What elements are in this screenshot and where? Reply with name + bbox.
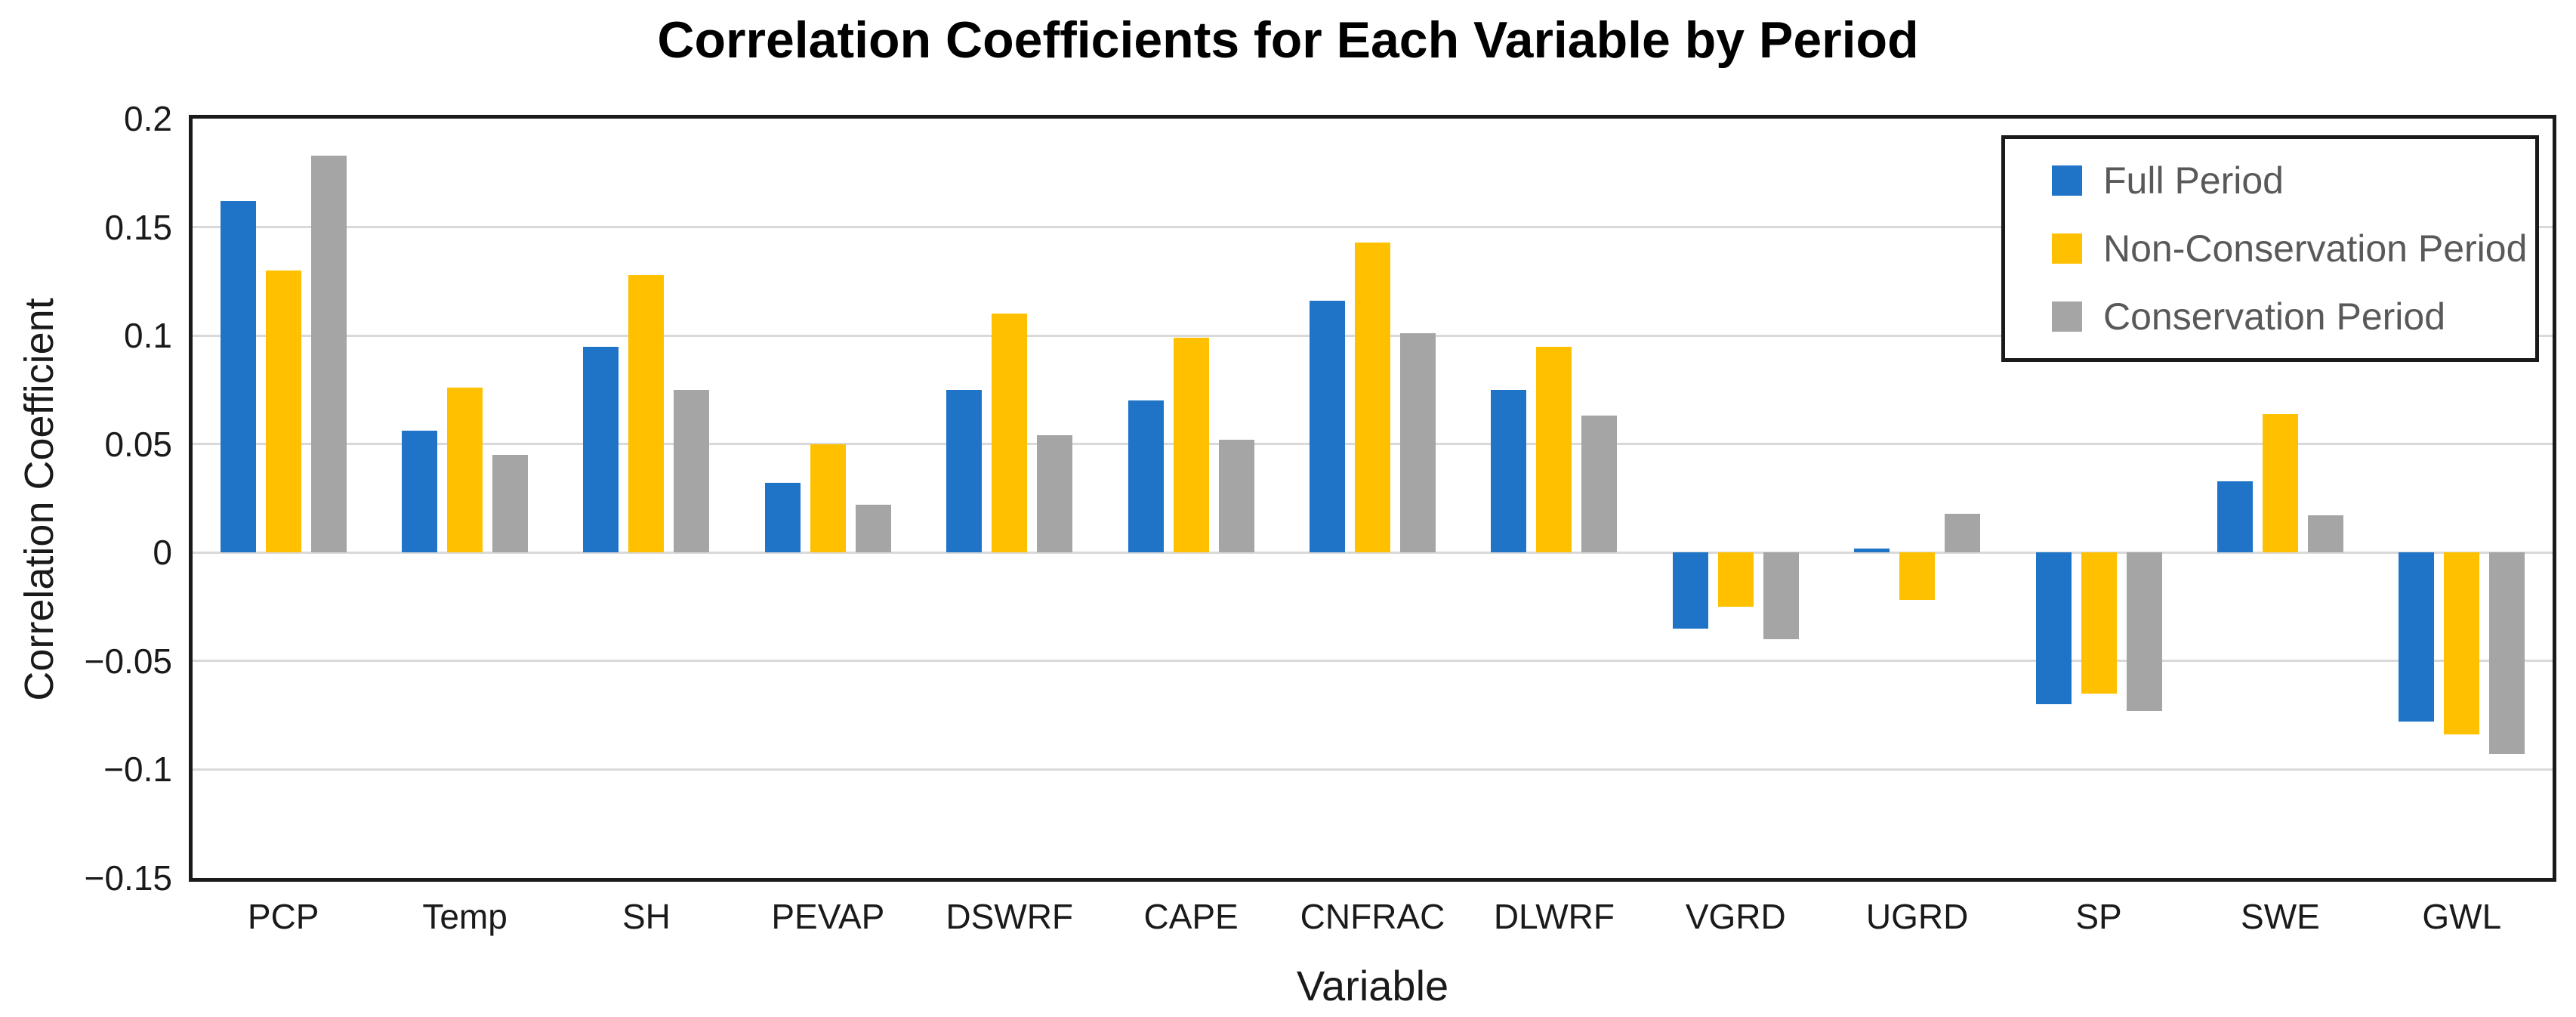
bar — [492, 455, 529, 553]
x-tick-label: UGRD — [1865, 897, 1969, 936]
y-tick-label: 0.1 — [124, 316, 172, 356]
x-tick-label: VGRD — [1685, 897, 1786, 936]
bar-group-gwl — [2371, 119, 2553, 878]
legend-label: Full Period — [2103, 159, 2284, 202]
bar-group-pevap — [737, 119, 918, 878]
bar — [674, 389, 710, 553]
bar — [1173, 338, 1209, 553]
legend-swatch-icon — [2052, 165, 2082, 196]
x-tick-label: DSWRF — [946, 897, 1074, 936]
legend-swatch-icon — [2052, 301, 2082, 332]
bar — [992, 314, 1028, 553]
bar — [855, 505, 891, 553]
bar — [764, 483, 801, 553]
y-tick-label: −0.1 — [103, 750, 172, 790]
bar — [220, 201, 256, 553]
bar — [1399, 333, 1436, 553]
bar — [1309, 301, 1345, 553]
y-tick-label: 0.2 — [124, 99, 172, 138]
bar — [265, 270, 301, 553]
x-axis-tick-labels: PCP Temp SH PEVAP DSWRF CAPE CNFRAC DLWRF VGRD UG… — [189, 896, 2556, 949]
y-tick-label: −0.15 — [84, 858, 172, 898]
y-tick-label: 0 — [153, 533, 172, 573]
bar — [2035, 552, 2072, 705]
bar — [447, 388, 483, 553]
bar-group-dlwrf — [1464, 119, 1645, 878]
plot-area: Full Period Non-Conservation Period Conser… — [189, 115, 2556, 882]
bar — [1672, 552, 1708, 629]
bar — [1581, 416, 1618, 553]
x-tick-label: SH — [622, 897, 671, 936]
bar — [2217, 481, 2253, 553]
legend-label: Conservation Period — [2103, 295, 2446, 338]
bar — [1763, 552, 1799, 640]
x-tick-label: CAPE — [1143, 897, 1239, 936]
bar — [1037, 435, 1073, 553]
bar-group-temp — [374, 119, 555, 878]
y-tick-label: −0.05 — [84, 641, 172, 681]
bar — [1218, 439, 1254, 553]
bar — [310, 155, 347, 553]
bar — [2081, 552, 2117, 694]
bar-group-sh — [556, 119, 737, 878]
bar-group-ugrd — [1826, 119, 2007, 878]
bar — [1536, 346, 1572, 553]
bar — [1128, 400, 1164, 553]
x-tick-label: SP — [2075, 897, 2122, 936]
bar — [628, 274, 665, 553]
bar — [1354, 242, 1390, 553]
bar — [1899, 552, 1936, 601]
bar — [2307, 515, 2343, 553]
x-tick-label: Temp — [422, 897, 507, 936]
bar-group-dswrf — [919, 119, 1100, 878]
x-tick-label: CNFRAC — [1300, 897, 1445, 936]
x-tick-label: PEVAP — [771, 897, 885, 936]
bar — [1491, 389, 1527, 553]
bar — [1945, 513, 1981, 553]
bar-group-pcp — [193, 119, 374, 878]
legend-item: Conservation Period — [2052, 295, 2535, 338]
bar — [1717, 552, 1754, 607]
bar — [946, 389, 983, 553]
bar — [2444, 552, 2480, 735]
legend-label: Non-Conservation Period — [2103, 227, 2528, 270]
legend-item: Full Period — [2052, 159, 2535, 202]
bar — [583, 346, 619, 553]
bar — [810, 444, 846, 553]
y-axis-tick-labels: 0.2 0.15 0.1 0.05 0 −0.05 −0.1 −0.15 — [0, 99, 172, 898]
x-tick-label: SWE — [2241, 897, 2320, 936]
y-tick-label: 0.15 — [104, 207, 172, 247]
y-tick-label: 0.05 — [104, 424, 172, 464]
x-tick-label: DLWRF — [1493, 897, 1615, 936]
bar-group-swe — [2189, 119, 2371, 878]
legend-item: Non-Conservation Period — [2052, 227, 2535, 270]
x-axis-title: Variable — [1296, 962, 1449, 1009]
gridline — [193, 768, 2553, 771]
chart-title: Correlation Coefficients for Each Variab… — [657, 11, 1919, 69]
x-tick-label: PCP — [247, 897, 319, 936]
bar — [2399, 552, 2435, 722]
bar-group-cape — [1100, 119, 1282, 878]
bar — [2262, 413, 2298, 553]
bar-group-sp — [2008, 119, 2189, 878]
gridline — [193, 551, 2553, 554]
gridline — [193, 226, 2553, 229]
x-tick-label: GWL — [2422, 897, 2502, 936]
legend-swatch-icon — [2052, 233, 2082, 264]
bar — [2489, 552, 2525, 755]
bar — [1854, 548, 1890, 553]
bar-group-vgrd — [1645, 119, 1826, 878]
bar — [2126, 552, 2162, 711]
bar-group-cnfrac — [1282, 119, 1463, 878]
bar — [402, 431, 438, 553]
gridline — [193, 660, 2553, 663]
legend: Full Period Non-Conservation Period Conser… — [2001, 135, 2539, 362]
